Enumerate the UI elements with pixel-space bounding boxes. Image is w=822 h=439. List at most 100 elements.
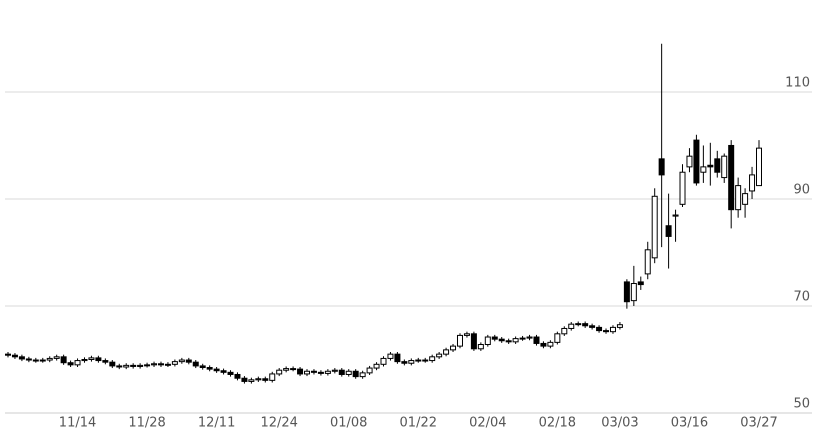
candle-body (46, 357, 53, 361)
candle-body (394, 353, 401, 363)
candle-body (297, 368, 304, 375)
x-tick-label: 03/27 (740, 416, 777, 431)
candle-body (130, 364, 137, 367)
candle-body (561, 327, 568, 335)
candle-body (644, 249, 651, 275)
candle-body (707, 164, 714, 168)
candle-body (192, 361, 199, 367)
candle-body (603, 330, 610, 333)
candle-body (137, 364, 144, 367)
candle-body (164, 363, 171, 366)
x-tick-label: 03/03 (601, 416, 638, 431)
candle-body (436, 353, 443, 358)
candle-body (18, 356, 25, 360)
candle-body (109, 361, 116, 367)
candle-body (171, 361, 178, 365)
candle-body (248, 379, 255, 382)
candle-body (352, 370, 359, 378)
candle-body (220, 370, 227, 373)
candle-body (443, 349, 450, 355)
candle-body (408, 360, 415, 364)
candle-body (609, 326, 616, 333)
candle-body (505, 340, 512, 343)
x-tick-label: 02/04 (469, 416, 506, 431)
candle-body (401, 361, 408, 364)
x-tick-label: 11/14 (59, 416, 96, 431)
candle-body (60, 356, 67, 364)
candle-body (477, 344, 484, 350)
candle-body (686, 155, 693, 168)
candle-body (11, 354, 18, 358)
candle-body (116, 365, 123, 368)
candle-body (67, 362, 74, 366)
candle-body (380, 357, 387, 365)
candle-body (53, 356, 60, 359)
candle-body (241, 377, 248, 382)
candle-body (728, 144, 735, 211)
candle-body (5, 353, 11, 356)
candle-body (157, 363, 164, 366)
candle-body (304, 370, 311, 375)
x-tick-label: 12/24 (260, 416, 297, 431)
candle-body (255, 378, 262, 381)
candle-body (199, 365, 206, 369)
x-tick-label: 02/18 (539, 416, 576, 431)
candle-body (88, 357, 95, 360)
candle-body (700, 166, 707, 173)
candle-body (95, 357, 102, 362)
candle-body (269, 373, 276, 381)
candle-body (693, 139, 700, 184)
candle-body (450, 345, 457, 351)
candle-body (415, 359, 422, 362)
candle-body (324, 370, 331, 374)
candle-body (589, 325, 596, 328)
candle-body (345, 370, 352, 375)
candle-body (276, 369, 283, 375)
candle-body (616, 324, 623, 328)
candle-body (32, 359, 39, 362)
candle-body (178, 359, 185, 363)
candle-body (310, 370, 317, 373)
candle-body (331, 369, 338, 372)
candle-body (714, 158, 721, 173)
candle-body (749, 174, 756, 192)
x-tick-label: 11/28 (128, 416, 165, 431)
candle-body (290, 368, 297, 371)
candle-body (575, 323, 582, 326)
candle-body (359, 372, 366, 378)
candle-body (554, 333, 561, 343)
candle-body (533, 336, 540, 344)
candle-body (623, 281, 630, 303)
candle-body (568, 323, 575, 329)
candle-body (735, 185, 742, 211)
candle-body (463, 333, 470, 336)
candle-body (547, 341, 554, 347)
candle-body (338, 369, 345, 375)
candle-body (630, 283, 637, 302)
y-tick-label: 50 (793, 397, 810, 412)
candle-body (429, 356, 436, 362)
candle-body (144, 364, 151, 367)
candle-body (81, 358, 88, 362)
candle-body (498, 338, 505, 342)
candle-body (651, 195, 658, 259)
candle-body (519, 337, 526, 340)
candle-body (39, 359, 46, 362)
y-tick-label: 70 (793, 289, 810, 304)
candle-body (721, 155, 728, 179)
candle-body (596, 326, 603, 332)
candle-body (373, 363, 380, 369)
candle-body (283, 368, 290, 371)
y-tick-label: 90 (793, 182, 810, 197)
candle-body (151, 363, 158, 366)
candle-body (387, 353, 394, 359)
candle-body (582, 323, 589, 327)
candle-body (102, 360, 109, 363)
candle-body (484, 336, 491, 346)
x-tick-label: 01/22 (400, 416, 437, 431)
candle-body (25, 358, 32, 361)
candle-body (74, 360, 81, 366)
candle-body (123, 364, 130, 368)
y-tick-label: 110 (785, 75, 810, 90)
